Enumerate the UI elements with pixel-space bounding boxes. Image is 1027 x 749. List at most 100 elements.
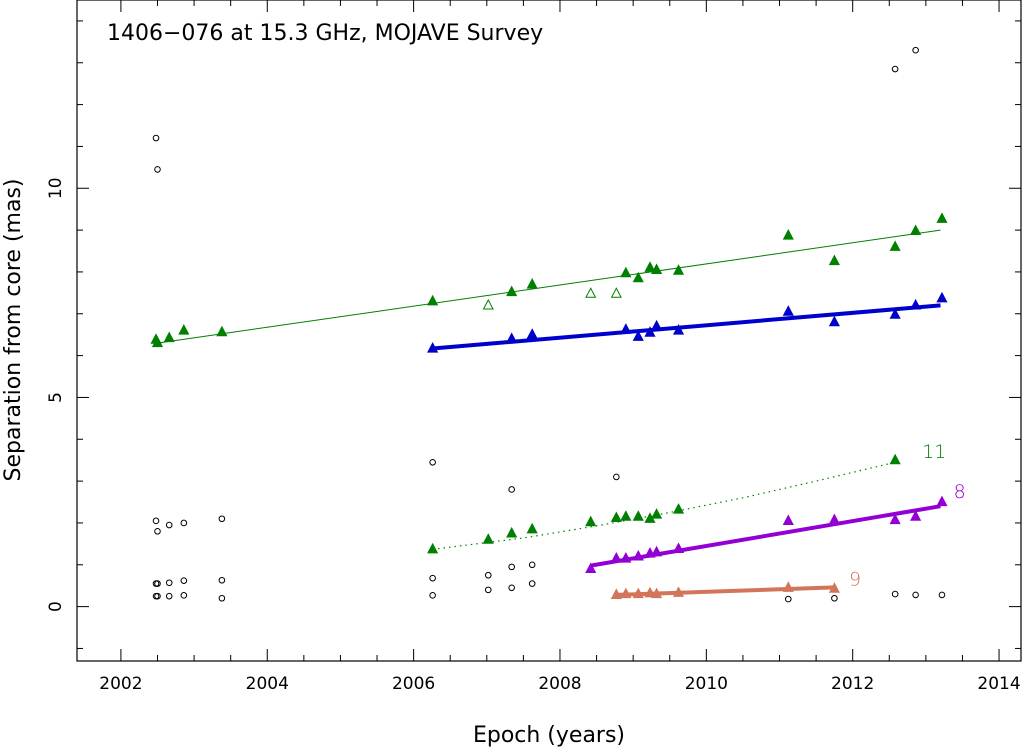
data-point-triangle (620, 587, 632, 599)
data-point-triangle (650, 587, 663, 599)
x-tick-label: 2002 (99, 674, 142, 694)
data-point-open-triangle (610, 287, 622, 298)
fit-layer (157, 229, 941, 597)
data-point-triangle (632, 587, 644, 599)
x-tick-label: 2004 (246, 674, 289, 694)
data-point-triangle (672, 503, 685, 514)
data-point-circle (154, 528, 161, 535)
data-point-triangle (632, 271, 644, 283)
data-point-circle (152, 517, 160, 525)
data-point-circle (152, 134, 160, 142)
data-point-triangle (672, 324, 685, 335)
data-point-triangle (620, 552, 632, 563)
data-point-circle (784, 595, 792, 603)
data-point-triangle (889, 240, 901, 251)
data-point-circle (154, 166, 161, 173)
data-point-triangle (650, 545, 663, 557)
data-point-triangle (178, 324, 190, 335)
data-point-triangle (650, 263, 663, 274)
data-point-triangle (889, 308, 901, 319)
data-point-triangle (828, 582, 840, 593)
y-axis-label: Separation from core (mas) (1, 179, 26, 482)
data-point-circle (218, 515, 226, 523)
data-point-triangle (910, 224, 922, 236)
x-axis-label: Epoch (years) (473, 723, 625, 748)
data-point-triangle (782, 514, 794, 525)
data-point-triangle (672, 264, 685, 275)
data-point-circle (180, 519, 188, 527)
data-point-circle (613, 473, 620, 481)
data-point-triangle (610, 511, 622, 523)
data-point-triangle (936, 291, 948, 303)
point-layer (150, 46, 948, 603)
data-point-circle (429, 458, 436, 466)
x-tick-label: 2012 (831, 674, 874, 694)
data-point-triangle (889, 453, 901, 465)
data-point-triangle (482, 533, 494, 544)
data-point-triangle (216, 325, 228, 337)
data-point-triangle (163, 331, 175, 343)
data-point-circle (912, 591, 919, 599)
data-point-circle (484, 571, 492, 579)
data-point-triangle (632, 549, 644, 561)
data-point-circle (484, 586, 492, 594)
data-point-triangle (910, 298, 922, 310)
data-point-circle (165, 592, 173, 600)
data-point-circle (938, 591, 946, 599)
data-point-triangle (620, 323, 632, 334)
fit-line-2 (157, 229, 941, 344)
data-point-triangle (782, 581, 794, 592)
data-point-open-triangle (585, 287, 597, 298)
data-point-triangle (506, 285, 518, 297)
data-point-triangle (632, 510, 644, 521)
data-point-triangle (620, 510, 632, 521)
data-point-triangle (910, 510, 922, 521)
data-point-triangle (672, 542, 685, 553)
component-label-9: 9 (849, 569, 861, 591)
y-tick-label: 0 (46, 601, 66, 612)
data-point-triangle (526, 522, 538, 534)
axes-layer: 2002 2004 2006 2008 2010 2012 2014 0 5 10 (46, 0, 1021, 694)
data-point-circle (180, 592, 188, 599)
data-point-triangle (526, 278, 538, 289)
data-point-triangle (650, 319, 663, 331)
data-point-circle (508, 486, 515, 493)
data-point-triangle (936, 212, 948, 223)
data-point-triangle (650, 508, 663, 519)
data-point-circle (180, 577, 188, 584)
data-point-triangle (782, 229, 794, 240)
y-tick-label: 5 (46, 392, 66, 403)
component-label-11: 11 (922, 441, 946, 463)
fit-line-11 (432, 461, 896, 550)
data-point-circle (508, 584, 515, 592)
data-point-triangle (828, 315, 840, 327)
data-point-circle (429, 592, 436, 599)
data-point-triangle (936, 495, 948, 507)
fit-line-8 (590, 504, 941, 568)
fit-line-3 (432, 303, 941, 351)
data-point-triangle (889, 513, 901, 525)
data-point-triangle (506, 526, 518, 538)
chart-title: 1406−076 at 15.3 GHz, MOJAVE Survey (107, 21, 543, 46)
data-point-triangle (585, 515, 597, 527)
x-tick-label: 2008 (538, 674, 581, 694)
data-point-triangle (526, 328, 538, 339)
data-point-triangle (151, 336, 164, 348)
data-point-circle (912, 46, 919, 54)
data-point-triangle (427, 294, 439, 306)
data-point-circle (508, 563, 515, 571)
data-point-triangle (828, 513, 840, 525)
data-point-triangle (644, 326, 656, 337)
data-point-triangle (427, 542, 439, 554)
data-point-circle (831, 594, 838, 602)
data-point-triangle (610, 552, 622, 563)
component-label-8: 8 (954, 481, 966, 503)
x-tick-label: 2014 (977, 674, 1020, 694)
data-point-circle (891, 65, 899, 73)
plot-frame (76, 0, 1022, 662)
data-point-circle (429, 574, 436, 582)
data-point-triangle (620, 266, 632, 278)
data-point-triangle (644, 586, 656, 598)
data-point-circle (154, 592, 161, 600)
